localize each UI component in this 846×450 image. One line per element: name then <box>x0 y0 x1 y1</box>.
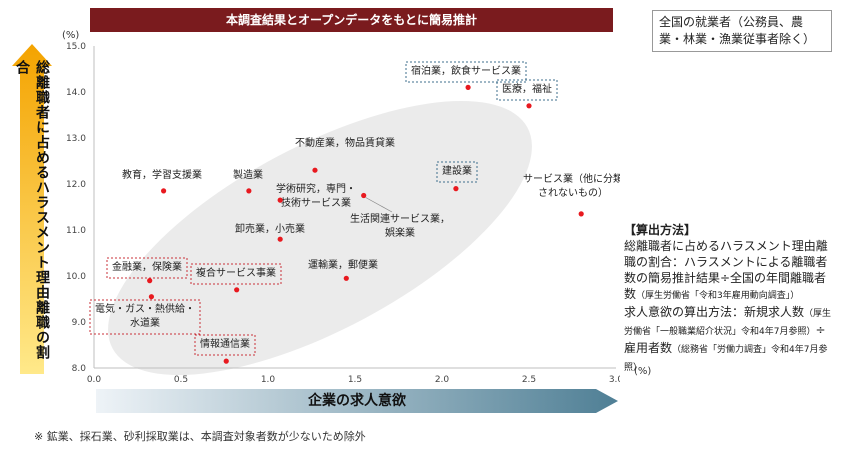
point-label-box <box>496 79 558 101</box>
point-label: 医療，福祉 <box>502 82 552 95</box>
data-point <box>453 186 459 192</box>
point-label: 情報通信業 <box>200 337 250 350</box>
x-tick-label: 2.0 <box>435 375 450 382</box>
leader-line <box>365 197 393 213</box>
data-point <box>526 103 532 109</box>
x-tick-label: 1.0 <box>261 375 276 382</box>
point-label: 運輸業，郵便業 <box>308 258 378 271</box>
point-label: 電気・ガス・熱供給・水道業 <box>95 302 195 329</box>
method-line1-source: （厚生労働省「令和3年雇用動向調査」） <box>636 291 800 301</box>
data-point <box>234 287 240 293</box>
data-point <box>223 358 229 364</box>
point-label-box <box>106 257 188 279</box>
method-note: 【算出方法】 総離職者に占めるハラスメント理由離職の割合：ハラスメントによる離職… <box>624 222 836 376</box>
y-tick-label: 8.0 <box>72 364 87 374</box>
banner: 本調査結果とオープンデータをもとに簡易推計 <box>90 8 613 32</box>
x-axis-unit: (%) <box>634 366 652 377</box>
point-label-box <box>436 161 478 183</box>
y-axis-title: 総離職者に占めるハラスメント理由離職の割合 <box>14 60 50 360</box>
method-line2-source2: （総務省「労働力調査」令和4年7月参照） <box>624 345 828 373</box>
data-point <box>148 294 155 300</box>
point-label: 製造業 <box>233 168 263 181</box>
y-tick-label: 12.0 <box>66 180 86 190</box>
data-point <box>277 236 283 242</box>
point-label-box <box>194 334 256 356</box>
y-tick-label: 15.0 <box>66 42 86 52</box>
x-tick-label: 0.0 <box>87 375 102 382</box>
data-point <box>161 188 167 194</box>
data-point <box>312 167 318 173</box>
data-point <box>361 192 367 199</box>
point-label: サービス業（他に分類されないもの） <box>523 172 620 199</box>
point-label: 不動産業，物品賃貸業 <box>295 136 395 149</box>
point-label-box <box>190 263 282 285</box>
y-tick-label: 13.0 <box>66 134 86 144</box>
x-tick-label: 2.5 <box>522 375 536 382</box>
point-label: 複合サービス事業 <box>196 266 276 279</box>
data-point <box>246 188 252 194</box>
method-heading: 【算出方法】 <box>624 223 697 237</box>
point-label-box <box>405 61 527 83</box>
scatter-plot: 8.0 9.0 10.0 11.0 12.0 13.0 14.0 15.0 0.0 0.5 1.0 1… <box>66 42 620 382</box>
x-axis-title: 企業の求人意欲 <box>308 393 406 409</box>
x-tick-label: 0.5 <box>174 375 188 382</box>
point-label: 建設業 <box>442 164 472 177</box>
x-axis-arrow <box>96 389 618 413</box>
method-line2-mid: ÷雇用者数 <box>624 323 826 355</box>
y-axis-unit: (%) <box>62 30 80 41</box>
y-tick-label: 14.0 <box>66 88 86 98</box>
y-tick-label: 10.0 <box>66 272 86 282</box>
data-point <box>277 197 283 203</box>
x-tick-label: 3.0 <box>609 375 620 382</box>
point-label: 宿泊業，飲食サービス業 <box>411 64 521 77</box>
y-axis-arrow <box>12 44 52 374</box>
method-line1: 総離職者に占めるハラスメント理由離職の割合：ハラスメントによる離職者数の簡易推計… <box>624 239 828 301</box>
data-point <box>578 211 584 217</box>
method-line2-source1: （厚生労働省「一般職業紹介状況」令和4年7月参照） <box>624 309 832 337</box>
point-label: 生活関連サービス業，娯楽業 <box>350 212 450 239</box>
point-label: 教育，学習支援業 <box>122 168 202 181</box>
method-line2: 求人意欲の算出方法：新規求人数 <box>624 305 805 319</box>
y-tick-label: 11.0 <box>66 226 86 236</box>
point-label: 金融業，保険業 <box>112 260 182 273</box>
data-point <box>343 275 349 281</box>
point-label: 卸売業，小売業 <box>235 222 305 235</box>
y-tick-label: 9.0 <box>72 318 87 328</box>
x-tick-label: 1.5 <box>348 375 362 382</box>
point-label: 学術研究，専門・技術サービス業 <box>276 182 356 209</box>
cluster-ellipse <box>108 100 532 376</box>
footnote: ※ 鉱業、採石業、砂利採取業は、本調査対象者数が少ないため除外 <box>34 430 366 443</box>
data-point <box>465 84 471 90</box>
scope-note: 全国の就業者（公務員、農業・林業・漁業従事者除く） <box>652 10 832 52</box>
data-point <box>147 278 153 284</box>
